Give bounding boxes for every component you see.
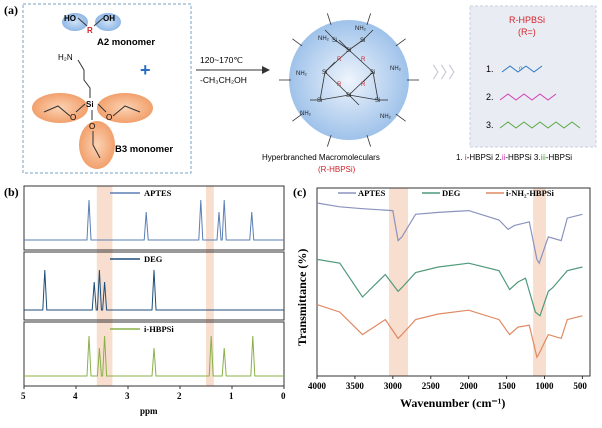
ftir-x-tick-label: 3000 [384, 381, 403, 391]
sphere-si-label: Si [332, 38, 337, 44]
reaction-arrow: 120~170℃ -CH₃CH₂OH [196, 55, 270, 85]
sphere-si-label: Si [375, 98, 380, 104]
nmr-subplot-frame [23, 185, 285, 251]
macro-sub: (R-HBPSi) [318, 165, 356, 174]
r-group-legend: R-HPBSi (R=) 1. o 2. 3. [469, 5, 597, 148]
nmr-chart: APTES DEG i-HBPSi 5 4 3 2 1 0 ppm [21, 185, 286, 416]
nmr-x-tick-label: 0 [281, 391, 286, 401]
nmr-highlight-band [206, 186, 214, 386]
b3-label: B3 monomer [115, 144, 173, 155]
legend-item-1: 1. [486, 64, 494, 74]
ftir-highlight-band [533, 188, 547, 376]
sphere-si-label: Si [346, 48, 351, 54]
nmr-spectrum-line [24, 199, 284, 241]
reaction-byproduct: -CH₃CH₂OH [200, 75, 247, 85]
nmr-legend-label: APTES [144, 188, 172, 198]
sphere-r-label: R [337, 57, 342, 63]
b3-o-bottom: O [89, 122, 95, 131]
sphere-nh2-label: NH₂ [380, 114, 392, 120]
a2-oh: OH [103, 14, 115, 23]
nmr-legend-label: i-HBPSi [144, 324, 174, 334]
legend-sub: (R=) [518, 27, 536, 37]
legend-title: R-HPBSi [509, 15, 545, 25]
ftir-highlight-band [389, 188, 408, 376]
b3-nh2: H₂N [58, 53, 73, 62]
a2-ho: HO [64, 14, 76, 23]
svg-text:o: o [519, 66, 523, 72]
ftir-legend-label: DEG [442, 188, 461, 198]
nmr-spectrum-line [24, 269, 284, 311]
b3-o-left: O [70, 113, 76, 122]
ftir-x-tick-label: 500 [573, 381, 587, 391]
panel-c-label: (c) [293, 185, 306, 199]
ftir-plot-frame [316, 187, 591, 377]
sphere-si-label: Si [360, 38, 365, 44]
nmr-subplot-frame [23, 251, 285, 321]
ftir-x-tick-label: 4000 [308, 381, 327, 391]
nmr-x-tick-label: 2 [177, 391, 182, 401]
nmr-x-tick-label: 5 [21, 391, 26, 401]
ftir-x-tick-label: 1000 [536, 381, 555, 391]
nmr-x-tick-label: 4 [73, 391, 78, 401]
panel-a-label: (a) [4, 3, 18, 17]
ftir-chart: APTES DEG i-NH₂-HBPSi 4000 3500 3000 2500 2000 1… [295, 187, 591, 410]
ftir-x-axis-label: Wavenumber (cm⁻¹) [400, 396, 505, 410]
ftir-series-line [316, 258, 583, 317]
reaction-temperature: 120~170℃ [200, 55, 243, 65]
ftir-x-tick-label: 2000 [460, 381, 479, 391]
sphere-si-label: Si [370, 70, 375, 76]
sphere-si-label: Si [317, 98, 322, 104]
sphere-r-label: R [361, 57, 366, 63]
sphere-si-label: Si [346, 93, 351, 99]
plus-sign: + [140, 60, 151, 80]
a2-r: R [87, 26, 93, 35]
monomer-box [22, 3, 192, 174]
b3-o-right: O [106, 113, 112, 122]
nmr-x-axis-label: ppm [140, 406, 158, 416]
ftir-legend-label: i-NH₂-HBPSi [506, 188, 555, 198]
sphere-r-label: R [361, 82, 366, 88]
sphere-nh2-label: NH₂ [300, 111, 312, 117]
ftir-y-axis-label: Transmittance (%) [295, 249, 309, 346]
chevrons: 〉〉〉 [432, 65, 464, 82]
legend-item-2: 2. [486, 92, 494, 102]
b3-si: Si [86, 100, 94, 109]
sphere-r-label: R [337, 82, 342, 88]
sphere-nh2-label: NH₂ [390, 66, 402, 72]
nmr-subplot-frame [23, 321, 285, 387]
ftir-legend-label: APTES [358, 188, 386, 198]
sphere-si-label: Si [322, 70, 327, 76]
a2-monomer: HO R OH A2 monomer [62, 13, 155, 48]
a2-label: A2 monomer [97, 37, 155, 48]
ftir-x-tick-label: 1500 [498, 381, 517, 391]
ftir-series-line [316, 202, 583, 265]
r-group-note: 1. i-HBPSi 2.ii-HBPSi 3.iii-HBPSi [456, 153, 572, 162]
sphere-nh2-label: NH₂ [318, 36, 330, 42]
nmr-legend-label: DEG [144, 254, 163, 264]
nmr-x-tick-label: 1 [229, 391, 234, 401]
nmr-spectrum-line [24, 335, 284, 377]
panel-b-label: (b) [4, 185, 19, 199]
ftir-x-tick-label: 2500 [422, 381, 441, 391]
legend-item-3: 3. [486, 120, 494, 130]
macro-caption: Hyperbranched Macromoleculars [262, 153, 380, 162]
ftir-series-line [316, 304, 583, 359]
nmr-x-tick-label: 3 [125, 391, 130, 401]
hyperbranched-sphere: Si Si Si Si Si Si Si Si R R R R NH₂ NH₂ NH₂ NH₂ NH₂ NH₂ [279, 13, 419, 147]
b3-monomer: H₂N Si O O O B3 monomer [32, 53, 173, 169]
ftir-x-tick-label: 3500 [346, 381, 365, 391]
sphere-nh2-label: NH₂ [296, 71, 308, 77]
sphere-nh2-label: NH₂ [355, 26, 367, 32]
